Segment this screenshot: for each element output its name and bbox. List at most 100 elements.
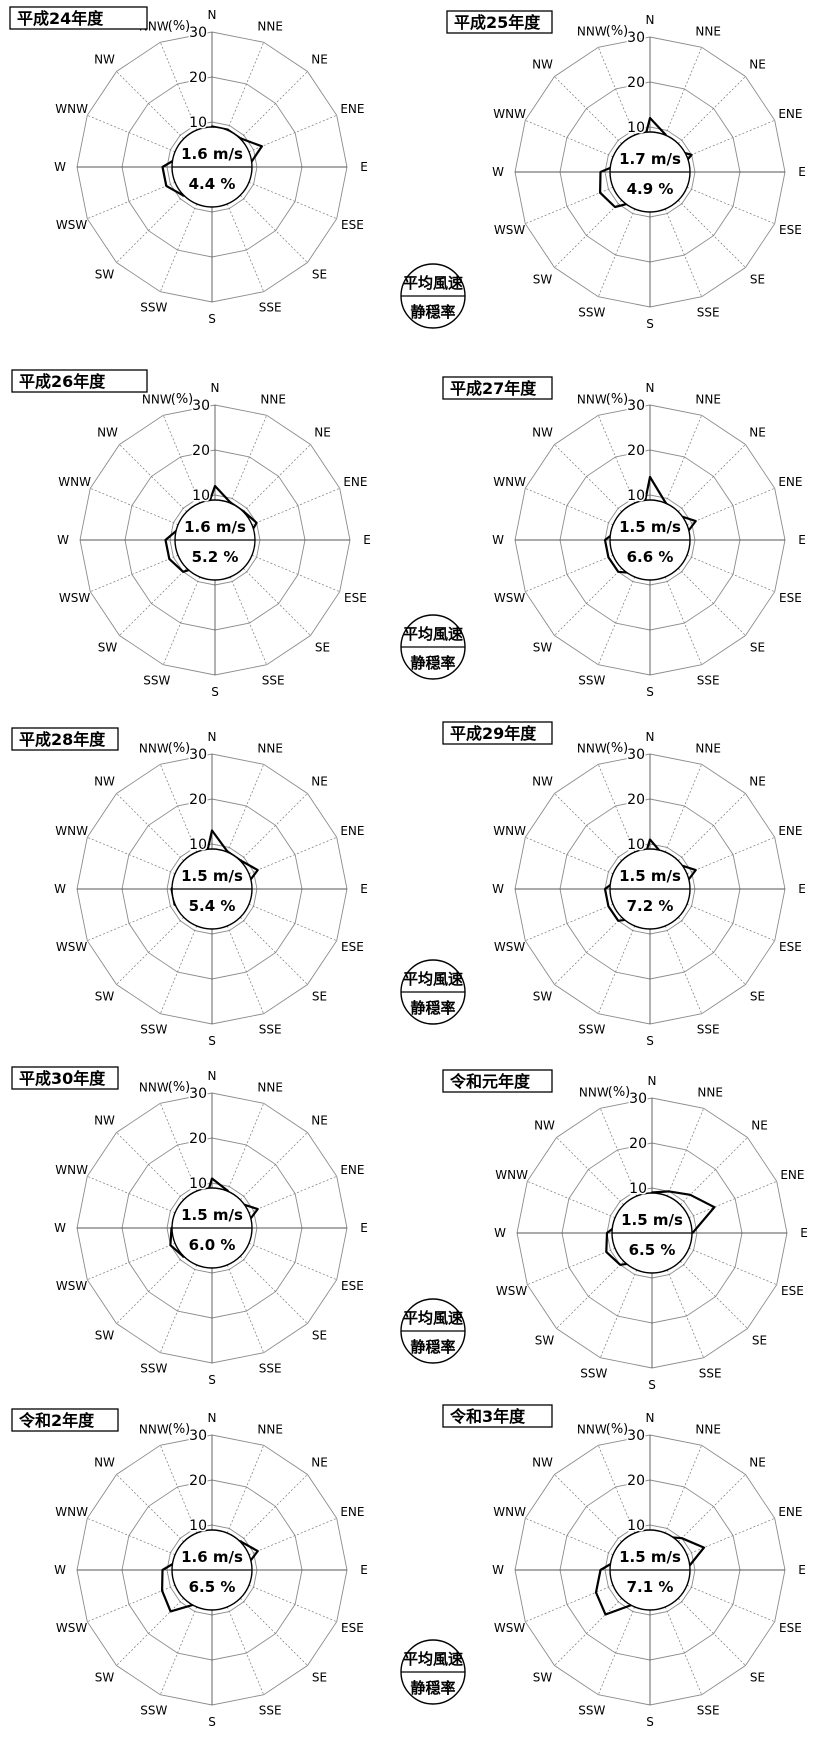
direction-label: SSE (262, 673, 285, 687)
grid-spoke (162, 415, 216, 541)
wind-rose-charts: 1.6 m/s4.4 %102030(%)NNNENEENEEESESESSES… (9, 6, 808, 1729)
direction-label: ENE (778, 824, 802, 838)
ring-value-label: 20 (627, 792, 645, 808)
wind-rose-chart: 1.5 m/s 6.6 % 10 20 30(%) N NNE NE ENE E ESE SE SSE S… (442, 376, 806, 699)
direction-label: NE (749, 775, 766, 789)
direction-label: NNE (695, 25, 721, 39)
direction-label: NNW (139, 1423, 169, 1437)
calm-rate-label: 6.6 % (627, 548, 674, 566)
direction-label: N (208, 1069, 217, 1083)
direction-label: N (208, 8, 217, 22)
grid-spoke (597, 539, 651, 665)
direction-label: NW (532, 58, 553, 72)
grid-spoke (525, 539, 651, 593)
year-title: 令和2年度 (18, 1411, 95, 1430)
direction-label: WSW (496, 1284, 527, 1298)
direction-label: NE (751, 1119, 768, 1133)
grid-spoke (649, 47, 703, 173)
direction-label: W (54, 1221, 66, 1235)
legend-calm-rate: 静穏率 (410, 1338, 455, 1356)
direction-label: WSW (59, 591, 90, 605)
direction-label: ESE (344, 591, 367, 605)
direction-label: SSW (140, 300, 167, 314)
direction-label: ENE (780, 1168, 804, 1182)
grid-spoke (556, 1232, 653, 1329)
direction-label: SSE (699, 1366, 722, 1380)
grid-spoke (116, 1132, 213, 1229)
direction-label: NE (314, 426, 331, 440)
grid-spoke (649, 76, 746, 173)
year-title-box (11, 1066, 119, 1090)
direction-label: NE (311, 53, 328, 67)
direction-label: SW (533, 990, 553, 1004)
year-title-box (9, 6, 148, 30)
grid-spoke (116, 1474, 213, 1571)
direction-label: ESE (779, 1621, 802, 1635)
grid-spoke (649, 1474, 746, 1571)
grid-spoke (649, 487, 775, 541)
grid-spoke (211, 166, 337, 220)
grid-spoke (649, 444, 746, 541)
direction-label: NNW (577, 742, 607, 756)
ring-value-label: 30 (627, 30, 645, 46)
grid-spoke (649, 171, 775, 225)
year-title-box (442, 1069, 553, 1093)
direction-label: NE (311, 1114, 328, 1128)
direction-label: SSE (259, 1022, 282, 1036)
grid-spoke (211, 1569, 265, 1695)
grid-spoke (597, 171, 651, 297)
calm-rate-label: 5.4 % (189, 897, 236, 915)
grid-spoke (649, 119, 775, 173)
direction-label: WSW (494, 1621, 525, 1635)
direction-label: E (798, 882, 806, 896)
direction-label: ENE (340, 102, 364, 116)
direction-label: ESE (341, 940, 364, 954)
legend-wind-speed: 平均風速 (403, 274, 463, 292)
year-title: 平成30年度 (19, 1069, 106, 1088)
direction-label: SE (312, 1329, 327, 1343)
direction-label: SW (533, 273, 553, 287)
grid-spoke (525, 487, 651, 541)
grid-spoke (116, 793, 213, 890)
direction-label: ENE (340, 1163, 364, 1177)
grid-spoke (211, 1517, 337, 1571)
grid-spoke (554, 888, 651, 985)
grid-spoke (211, 1474, 308, 1571)
direction-label: NE (749, 58, 766, 72)
ring-value-label: 10 (189, 1176, 207, 1192)
direction-label: SSW (578, 305, 605, 319)
ring-value-label: 10 (189, 115, 207, 131)
grid-spoke (116, 71, 213, 168)
direction-label: NNE (697, 1086, 723, 1100)
direction-label: NNE (257, 20, 283, 34)
ring-value-label: 20 (189, 1131, 207, 1147)
direction-label: N (646, 730, 655, 744)
year-title: 平成28年度 (19, 730, 106, 749)
grid-spoke (116, 888, 213, 985)
direction-label: NE (749, 426, 766, 440)
direction-label: SSE (697, 1703, 720, 1717)
grid-spoke (525, 1569, 651, 1623)
grid-spoke (119, 444, 216, 541)
direction-label: WSW (494, 940, 525, 954)
direction-label: N (646, 13, 655, 27)
direction-label: ENE (778, 475, 802, 489)
unit-label: (%) (168, 741, 191, 756)
grid-spoke (87, 114, 213, 168)
direction-label: SSW (143, 673, 170, 687)
ring-value-label: 10 (192, 488, 210, 504)
wind-speed-label: 1.6 m/s (184, 518, 246, 536)
wind-rose-chart: 1.7 m/s 4.9 % 10 20 30(%) N NNE NE ENE E ESE SE SSE S… (446, 10, 806, 331)
grid-spoke (211, 1569, 308, 1666)
grid-spoke (649, 1569, 775, 1623)
direction-label: SE (750, 990, 765, 1004)
grid-spoke (649, 171, 746, 268)
direction-label: ESE (341, 1621, 364, 1635)
direction-label: ENE (340, 1505, 364, 1519)
wind-speed-label: 1.6 m/s (181, 145, 243, 163)
ring-value-label: 30 (189, 747, 207, 763)
ring-value-label: 10 (627, 1518, 645, 1534)
direction-label: WNW (55, 1163, 88, 1177)
